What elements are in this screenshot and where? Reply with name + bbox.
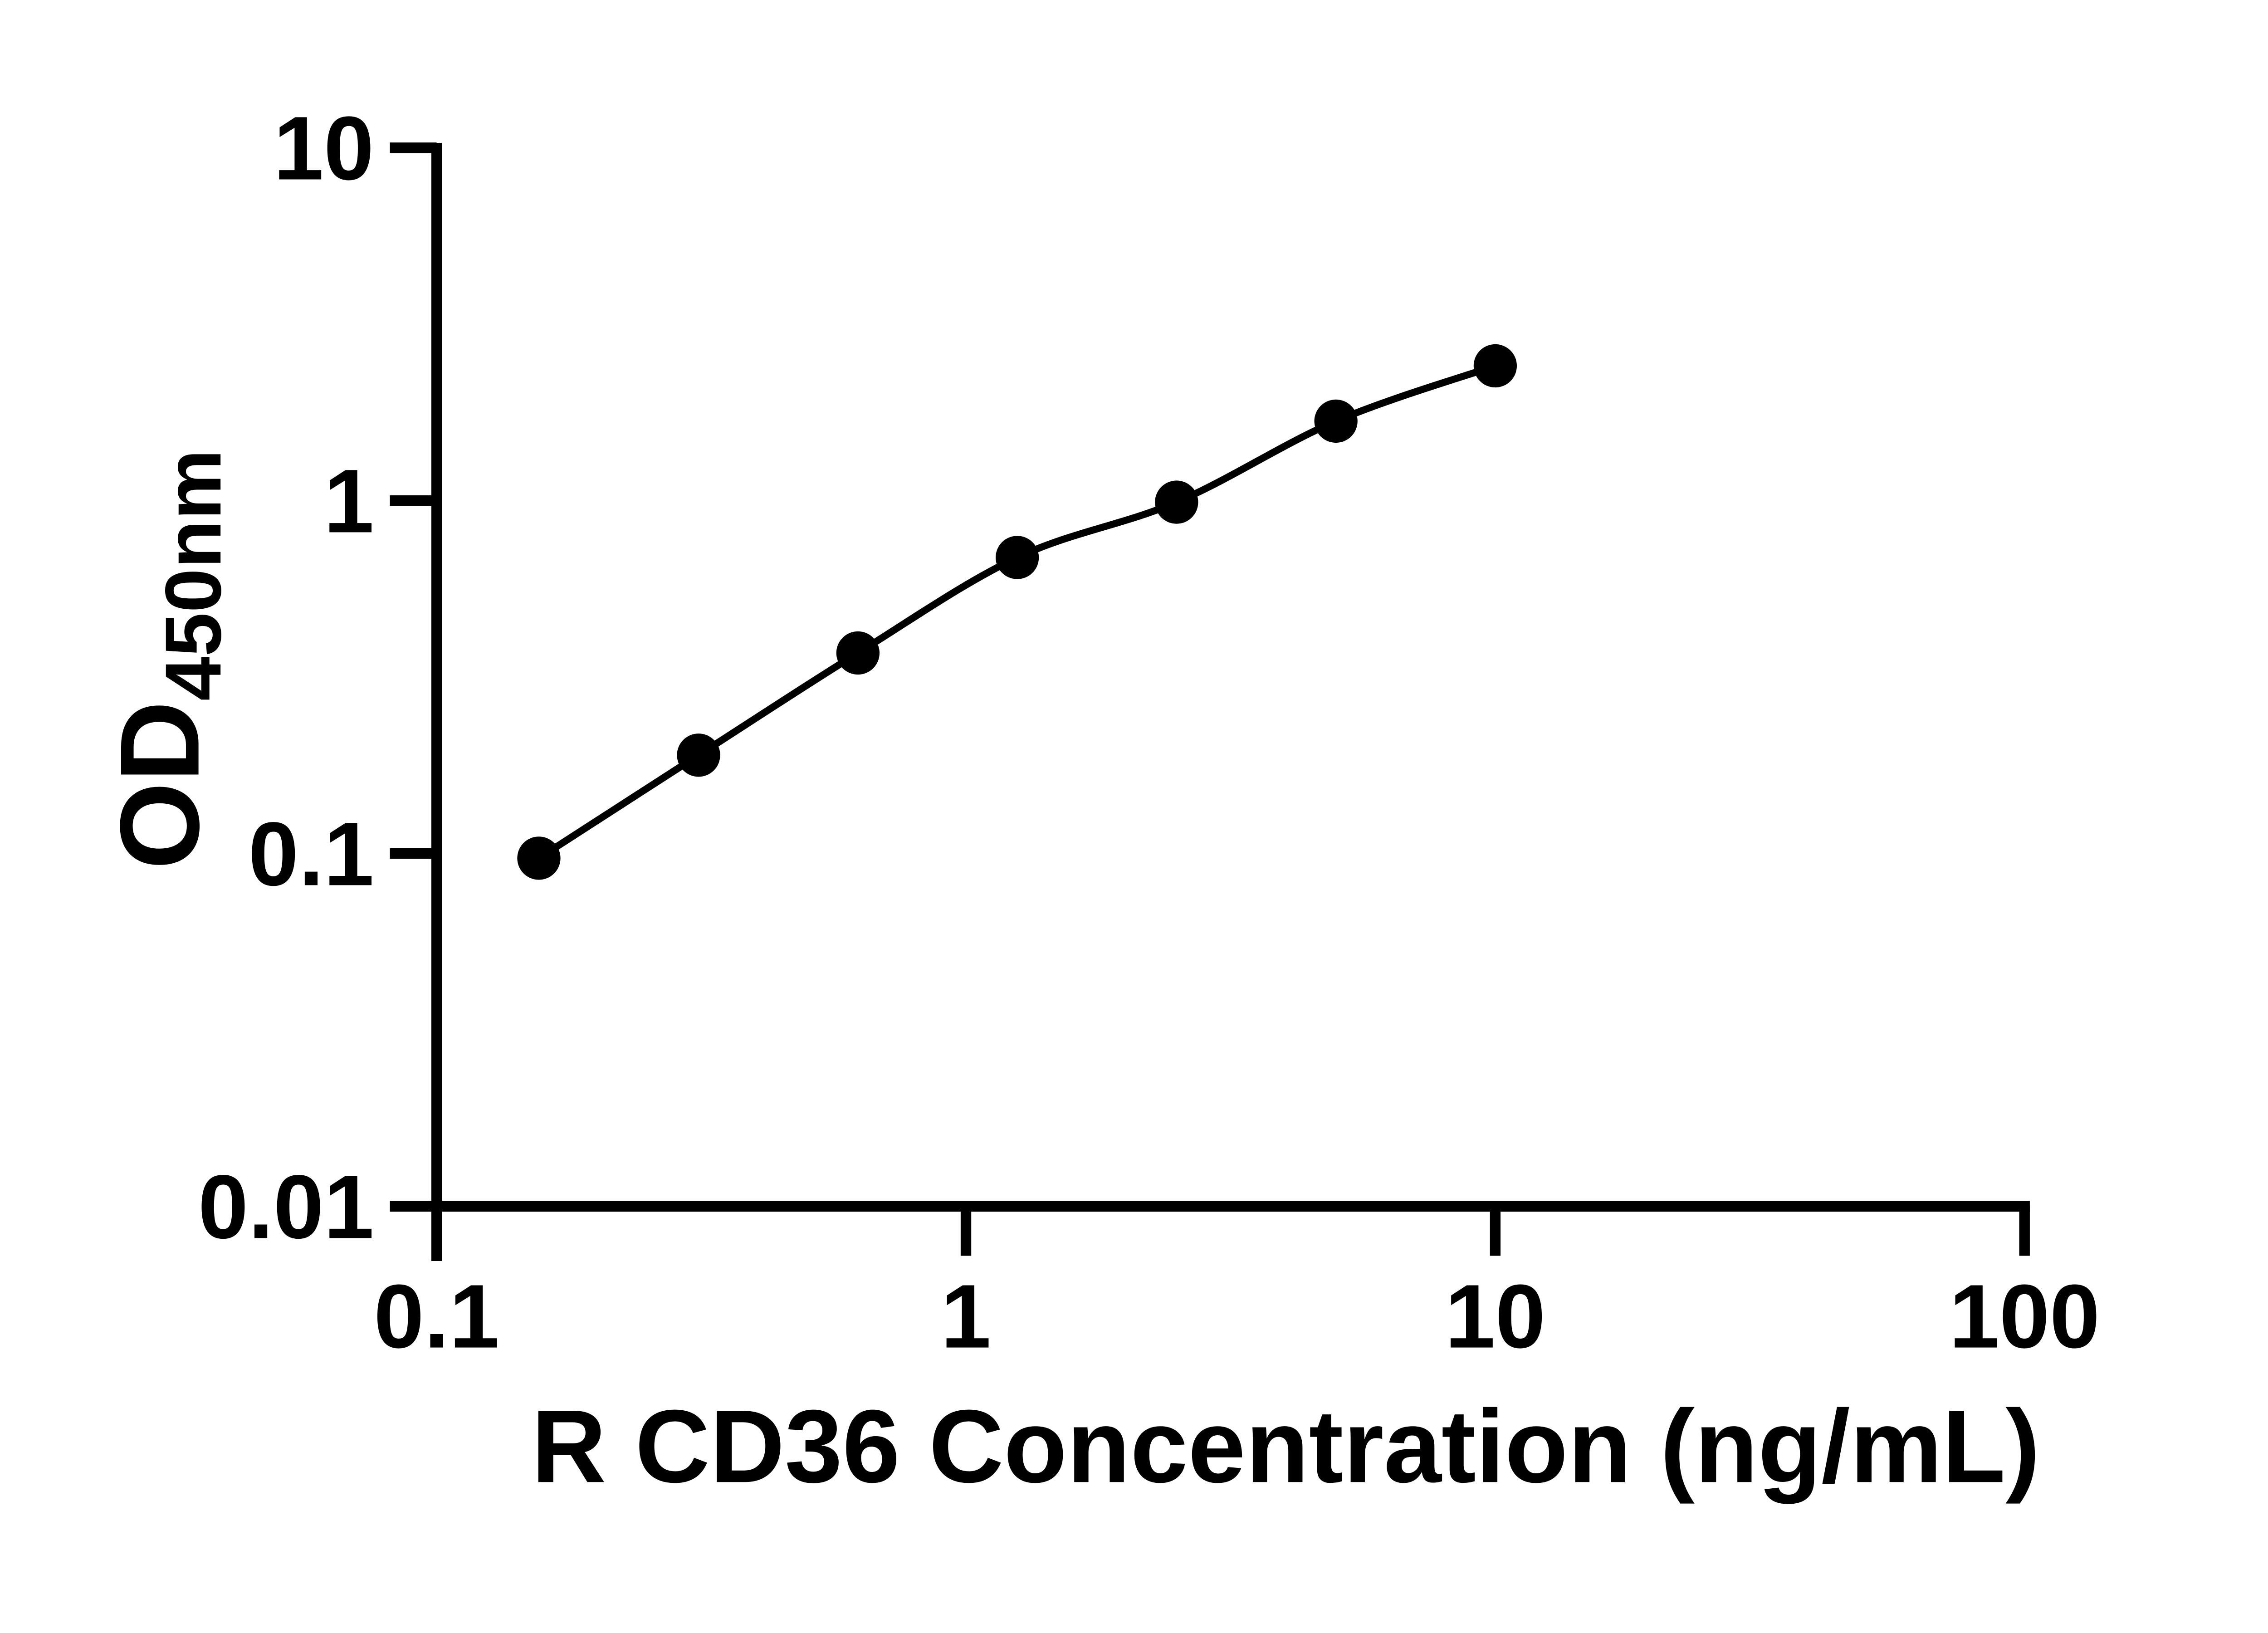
data-point [517, 836, 561, 880]
y-tick-label: 1 [324, 451, 374, 552]
x-axis-title: R CD36 Concentration (ng/mL) [532, 1389, 2040, 1504]
y-tick-label: 10 [274, 98, 374, 199]
data-point [1314, 399, 1358, 443]
y-axis-tick-labels: 10 1 0.1 0.01 [198, 98, 374, 1258]
data-point [836, 631, 880, 675]
y-axis-title: OD450nm [97, 449, 238, 869]
x-axis-ticks [431, 1206, 2030, 1256]
data-point [1155, 480, 1198, 524]
data-points [517, 344, 1517, 880]
standard-curve-line [535, 362, 1499, 862]
data-point [1473, 344, 1517, 388]
data-point [677, 733, 720, 777]
data-point [995, 536, 1039, 579]
x-axis-tick-labels: 0.1 1 10 100 [374, 1266, 2100, 1367]
elisa-standard-curve-figure: 10 1 0.1 0.01 0.1 1 10 100 R CD36 Concentratio… [97, 98, 2100, 1505]
x-tick-label: 10 [1445, 1266, 1546, 1367]
x-tick-label: 0.1 [374, 1266, 499, 1367]
x-tick-label: 1 [941, 1266, 991, 1367]
y-axis-title-subscript: 450nm [149, 449, 238, 701]
axis-spines [431, 143, 2030, 1261]
y-axis-ticks [390, 142, 437, 1212]
y-tick-label: 0.01 [198, 1157, 374, 1257]
x-tick-label: 100 [1949, 1266, 2100, 1367]
y-axis-title-main: OD [97, 701, 223, 870]
y-tick-label: 0.1 [248, 804, 374, 905]
